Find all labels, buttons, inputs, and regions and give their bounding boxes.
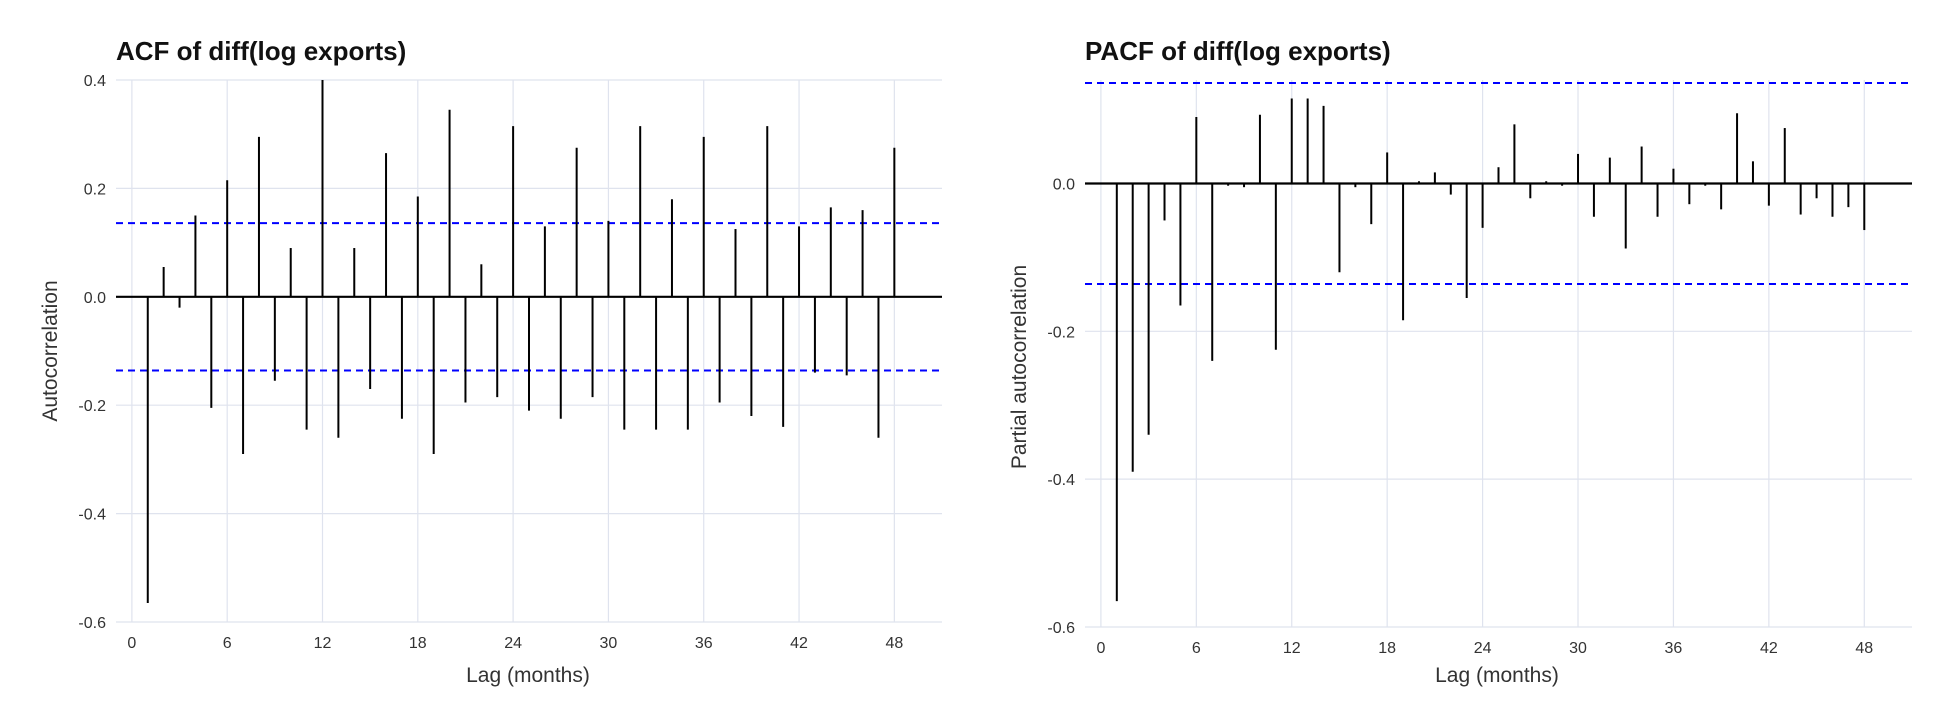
acf-y-tick-label: -0.2 <box>78 398 106 415</box>
pacf-y-tick-label: -0.6 <box>1047 620 1075 637</box>
acf-x-tick-label: 30 <box>600 635 618 652</box>
acf-x-tick-label: 42 <box>790 635 808 652</box>
acf-y-tick-label: -0.4 <box>78 507 106 524</box>
pacf-y-tick-labels: -0.6 -0.4 -0.2 0.0 <box>1047 176 1075 637</box>
pacf-x-tick-label: 0 <box>1096 640 1105 657</box>
pacf-x-tick-label: 30 <box>1569 640 1587 657</box>
acf-x-tick-label: 0 <box>127 635 136 652</box>
acf-x-tick-label: 36 <box>695 635 713 652</box>
pacf-y-tick-label: -0.2 <box>1047 324 1075 341</box>
pacf-y-axis-label: Partial autocorrelation <box>1008 265 1031 469</box>
acf-x-axis-label: Lag (months) <box>466 664 590 687</box>
acf-bars <box>146 80 896 604</box>
pacf-x-tick-label: 48 <box>1855 640 1873 657</box>
pacf-x-tick-label: 42 <box>1760 640 1778 657</box>
pacf-y-tick-label: 0.0 <box>1053 176 1075 193</box>
acf-x-tick-label: 12 <box>314 635 332 652</box>
pacf-x-tick-label: 36 <box>1665 640 1683 657</box>
acf-x-tick-label: 6 <box>223 635 232 652</box>
acf-y-tick-label: 0.2 <box>84 181 106 198</box>
pacf-y-tick-label: -0.4 <box>1047 472 1075 489</box>
pacf-x-tick-labels: 0 6 12 18 24 30 36 42 48 <box>1096 640 1873 657</box>
pacf-x-tick-label: 6 <box>1192 640 1201 657</box>
acf-y-axis-label: Autocorrelation <box>39 280 62 421</box>
pacf-title: PACF of diff(log exports) <box>1085 36 1391 66</box>
acf-title: ACF of diff(log exports) <box>116 36 406 66</box>
pacf-x-tick-label: 24 <box>1474 640 1492 657</box>
acf-x-tick-labels: 0 6 12 18 24 30 36 42 48 <box>127 635 903 652</box>
acf-x-tick-label: 48 <box>885 635 903 652</box>
acf-y-tick-labels: -0.6 -0.4 -0.2 0.0 0.2 0.4 <box>78 73 106 632</box>
pacf-x-axis-label: Lag (months) <box>1435 664 1559 687</box>
acf-y-tick-label: 0.4 <box>84 73 106 90</box>
pacf-confidence-bands <box>1085 81 1912 286</box>
acf-panel: ACF of diff(log exports) -0.6 -0.4 -0.2 0.0… <box>39 36 942 687</box>
acf-y-tick-label: -0.6 <box>78 615 106 632</box>
pacf-gridlines <box>1085 80 1912 628</box>
pacf-x-tick-label: 12 <box>1283 640 1301 657</box>
acf-x-tick-label: 18 <box>409 635 427 652</box>
acf-x-tick-label: 24 <box>504 635 522 652</box>
pacf-bars <box>1115 98 1866 602</box>
acf-y-tick-label: 0.0 <box>84 290 106 307</box>
pacf-panel: PACF of diff(log exports) -0.6 -0.4 -0.2 0.… <box>1008 36 1912 687</box>
pacf-x-tick-label: 18 <box>1378 640 1396 657</box>
